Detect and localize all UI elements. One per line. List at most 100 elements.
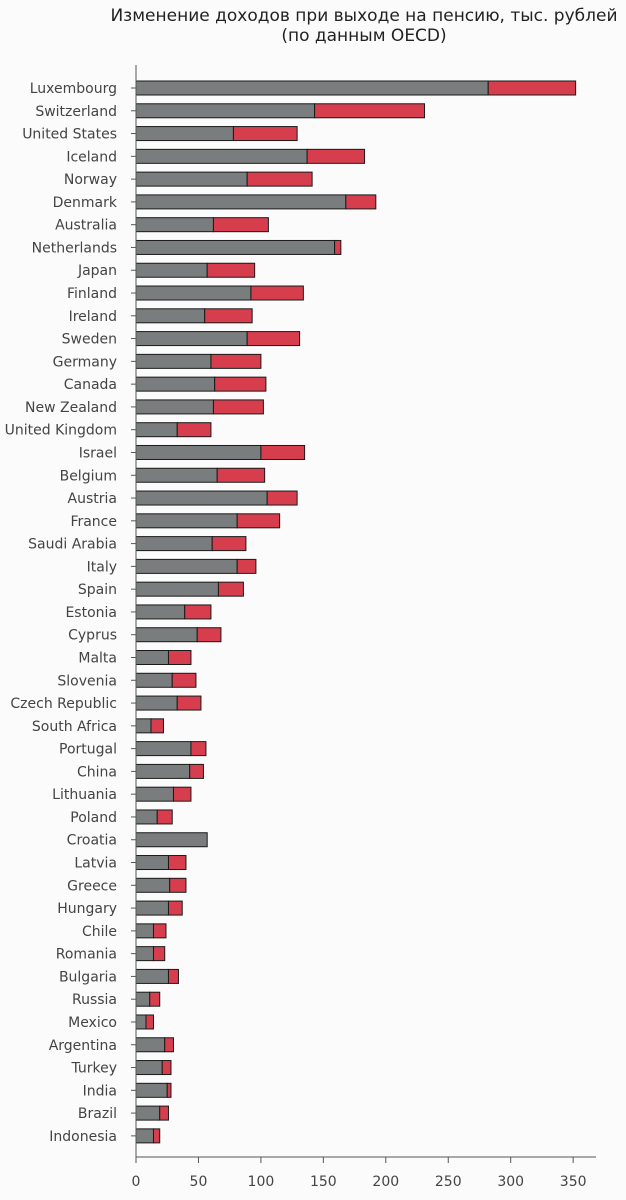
bar-russia-series-2 — [149, 991, 161, 1007]
bar-spain-series-1 — [135, 581, 219, 597]
bar-czech-republic-series-2 — [176, 695, 202, 711]
bar-united-kingdom-series-1 — [135, 422, 178, 438]
bar-lithuania-series-2 — [172, 786, 192, 802]
category-label-norway: Norway — [64, 172, 117, 188]
category-label-japan: Japan — [77, 263, 117, 279]
bar-netherlands-series-2 — [334, 239, 342, 255]
chart-title-line-1: Изменение доходов при выходе на пенсию, … — [110, 6, 618, 26]
bar-croatia-series-1 — [135, 832, 208, 848]
category-label-finland: Finland — [67, 286, 117, 302]
bar-belgium-series-2 — [216, 467, 266, 483]
bar-australia-series-2 — [212, 217, 269, 233]
category-label-france: France — [70, 514, 117, 530]
x-tick-label-0: 0 — [132, 1174, 141, 1190]
bar-netherlands-series-1 — [135, 239, 336, 255]
bar-brazil-series-1 — [135, 1105, 161, 1121]
bar-new-zealand-series-2 — [212, 399, 264, 415]
bar-argentina-series-1 — [135, 1037, 166, 1053]
category-label-south-africa: South Africa — [32, 719, 117, 735]
category-label-russia: Russia — [72, 992, 117, 1008]
axes — [135, 65, 596, 1158]
bar-austria-series-2 — [266, 490, 298, 506]
bar-sweden-series-1 — [135, 331, 248, 347]
bar-canada-series-2 — [214, 376, 267, 392]
bar-south-africa-series-1 — [135, 718, 152, 734]
category-labels: Luxembourg Switzerland United States Icelan… — [5, 81, 136, 1145]
chart-title-line-2: (по данным OECD) — [281, 26, 447, 46]
category-label-poland: Poland — [70, 810, 117, 826]
category-label-switzerland: Switzerland — [35, 104, 117, 120]
category-label-canada: Canada — [64, 377, 117, 393]
bar-japan-series-2 — [206, 262, 256, 278]
category-label-portugal: Portugal — [59, 742, 117, 758]
category-label-netherlands: Netherlands — [32, 240, 117, 256]
bar-slovenia-series-1 — [135, 672, 173, 688]
bar-israel-series-1 — [135, 444, 262, 460]
bar-turkey-series-2 — [161, 1060, 172, 1076]
category-label-china: China — [77, 764, 117, 780]
bar-austria-series-1 — [135, 490, 268, 506]
category-label-turkey: Turkey — [70, 1061, 117, 1077]
bar-poland-series-2 — [156, 809, 173, 825]
x-tick-label-50: 50 — [190, 1174, 208, 1190]
bar-south-africa-series-2 — [150, 718, 164, 734]
bar-mexico-series-2 — [145, 1014, 154, 1030]
x-axis-ticks: 0 50 100 150 200 250 300 350 — [132, 1157, 587, 1190]
bar-denmark-series-1 — [135, 194, 347, 210]
bar-ireland-series-1 — [135, 308, 206, 324]
category-label-ireland: Ireland — [69, 309, 117, 325]
category-label-indonesia: Indonesia — [49, 1129, 117, 1145]
bar-slovenia-series-2 — [171, 672, 197, 688]
category-label-luxembourg: Luxembourg — [30, 81, 117, 97]
bar-ireland-series-2 — [204, 308, 253, 324]
category-label-estonia: Estonia — [65, 605, 117, 621]
category-label-italy: Italy — [87, 559, 117, 575]
category-label-sweden: Sweden — [62, 332, 117, 348]
x-tick-label-350: 350 — [560, 1174, 587, 1190]
category-label-united-states: United States — [22, 127, 117, 143]
bar-portugal-series-2 — [190, 741, 207, 757]
chart-title: Изменение доходов при выходе на пенсию, … — [108, 6, 620, 46]
category-label-hungary: Hungary — [57, 901, 117, 917]
category-label-denmark: Denmark — [53, 195, 118, 211]
bar-czech-republic-series-1 — [135, 695, 178, 711]
category-label-romania: Romania — [56, 947, 117, 963]
bar-saudi-arabia-series-2 — [211, 536, 247, 552]
category-label-new-zealand: New Zealand — [25, 400, 117, 416]
category-label-czech-republic: Czech Republic — [10, 696, 117, 712]
bar-iceland-series-2 — [306, 148, 366, 164]
category-label-mexico: Mexico — [68, 1015, 117, 1031]
bar-russia-series-1 — [135, 991, 151, 1007]
bar-australia-series-1 — [135, 217, 214, 233]
bar-norway-series-1 — [135, 171, 248, 187]
bar-hungary-series-2 — [167, 900, 183, 916]
category-label-austria: Austria — [68, 491, 117, 507]
bar-chile-series-1 — [135, 923, 154, 939]
category-label-chile: Chile — [82, 924, 117, 940]
bar-saudi-arabia-series-1 — [135, 536, 213, 552]
bar-italy-series-1 — [135, 558, 238, 574]
bar-canada-series-1 — [135, 376, 216, 392]
bar-finland-series-2 — [250, 285, 304, 301]
bar-germany-series-2 — [210, 353, 262, 369]
bar-switzerland-series-1 — [135, 103, 316, 119]
bar-luxembourg-series-2 — [487, 80, 577, 96]
bar-latvia-series-2 — [167, 855, 187, 871]
x-tick-label-150: 150 — [310, 1174, 337, 1190]
bar-iceland-series-1 — [135, 148, 308, 164]
bar-bulgaria-series-1 — [135, 968, 169, 984]
bar-argentina-series-2 — [164, 1037, 174, 1053]
bar-finland-series-1 — [135, 285, 252, 301]
category-label-bulgaria: Bulgaria — [59, 969, 117, 985]
bar-france-series-2 — [236, 513, 281, 529]
bar-greece-series-1 — [135, 877, 171, 893]
bars-layer — [135, 80, 577, 1144]
category-label-malta: Malta — [78, 651, 117, 667]
bar-cyprus-series-2 — [196, 627, 222, 643]
bar-belgium-series-1 — [135, 467, 218, 483]
bar-hungary-series-1 — [135, 900, 169, 916]
x-tick-label-300: 300 — [497, 1174, 524, 1190]
category-label-croatia: Croatia — [67, 833, 117, 849]
x-tick-label-250: 250 — [435, 1174, 462, 1190]
bar-india-series-2 — [166, 1082, 172, 1098]
